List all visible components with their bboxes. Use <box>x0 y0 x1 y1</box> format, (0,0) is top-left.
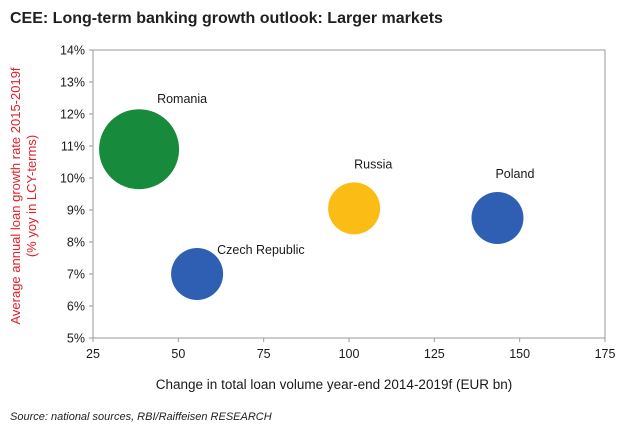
y-axis-title-line: Average annual loan growth rate 2015-201… <box>8 67 23 324</box>
x-tick-label: 100 <box>339 347 360 361</box>
source-note: Source: national sources, RBI/Raiffeisen… <box>10 411 272 423</box>
y-tick-label: 10% <box>60 172 85 186</box>
y-tick-label: 13% <box>60 76 85 90</box>
y-tick-label: 6% <box>67 300 85 314</box>
x-tick-label: 25 <box>86 347 100 361</box>
bubble-label: Romania <box>157 92 207 106</box>
y-axis-title: Average annual loan growth rate 2015-201… <box>8 67 39 324</box>
bubble-romania <box>99 109 180 190</box>
bubble-czech-republic <box>171 248 224 300</box>
y-tick-label: 5% <box>67 332 85 346</box>
page-title: CEE: Long-term banking growth outlook: L… <box>10 10 443 27</box>
x-tick-label: 150 <box>509 347 530 361</box>
y-axis-title-line: (% yoy in LCY-terms) <box>24 135 39 257</box>
x-tick-label: 175 <box>595 347 616 361</box>
bubble-label: Czech Republic <box>217 243 305 257</box>
bubbles <box>99 109 524 300</box>
bubble-label: Poland <box>495 167 534 181</box>
y-tick-label: 11% <box>61 140 85 154</box>
x-tick-label: 75 <box>257 347 271 361</box>
x-axis-title: Change in total loan volume year-end 201… <box>156 377 512 392</box>
x-tick-label: 125 <box>424 347 445 361</box>
x-tick-label: 50 <box>171 347 185 361</box>
y-tick-label: 7% <box>67 268 85 282</box>
y-tick-label: 12% <box>60 108 85 122</box>
axes: 5% 6% 7% 8% 9% 10% 11% 12% 13% 14% 25 50 75 100 125 150… <box>60 44 616 362</box>
bubble-label: Russia <box>354 157 392 171</box>
bubble-poland <box>471 192 524 244</box>
bubble-labels: Romania Czech Republic Russia Poland <box>157 92 534 257</box>
y-tick-label: 14% <box>60 44 85 58</box>
y-tick-label: 8% <box>67 236 85 250</box>
bubble-russia <box>328 182 381 235</box>
y-tick-label: 9% <box>67 204 85 218</box>
